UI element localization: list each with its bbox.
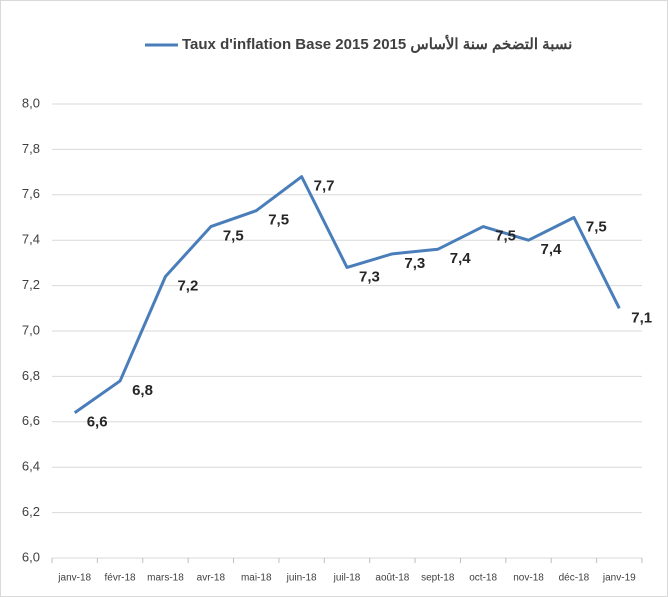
x-tick-label: janv-19 [602,573,636,584]
y-tick-label: 6,4 [22,459,40,474]
data-label: 7,3 [359,268,380,285]
data-label: 7,3 [404,255,425,272]
x-tick-label: juil-18 [333,573,361,584]
data-label: 7,5 [223,228,244,245]
data-label: 7,7 [314,178,335,195]
legend-label: Taux d'inflation Base 2015 نسبة التضخم س… [182,34,572,53]
y-tick-label: 7,8 [22,141,40,156]
x-tick-label: juin-18 [286,573,317,584]
y-tick-label: 7,0 [22,322,40,337]
y-tick-label: 6,2 [22,504,40,519]
y-tick-label: 6,8 [22,368,40,383]
y-tick-label: 6,6 [22,413,40,428]
data-label: 6,6 [87,414,108,431]
series-line [73,175,621,414]
data-label: 7,4 [450,250,472,267]
y-tick-label: 7,2 [22,277,40,292]
data-label: 7,5 [495,228,516,245]
x-tick-label: févr-18 [105,573,137,584]
x-tick-label: avr-18 [197,573,226,584]
data-label: 6,8 [132,382,153,399]
x-tick-label: oct-18 [469,573,497,584]
y-tick-label: 7,6 [22,186,40,201]
data-label: 7,2 [177,277,198,294]
x-tick-label: janv-18 [57,573,91,584]
y-tick-label: 8,0 [22,95,40,110]
y-tick-label: 7,4 [22,232,40,247]
x-tick-label: mars-18 [147,573,184,584]
data-label: 7,5 [268,212,289,229]
x-tick-label: août-18 [375,573,409,584]
data-label: 7,4 [541,241,563,258]
data-label: 7,1 [631,309,652,326]
x-tick-label: mai-18 [241,573,272,584]
x-tick-label: sept-18 [421,573,455,584]
y-tick-label: 6,0 [22,549,40,564]
data-label: 7,5 [586,218,607,235]
x-tick-label: déc-18 [559,573,590,584]
x-tick-label: nov-18 [513,573,544,584]
